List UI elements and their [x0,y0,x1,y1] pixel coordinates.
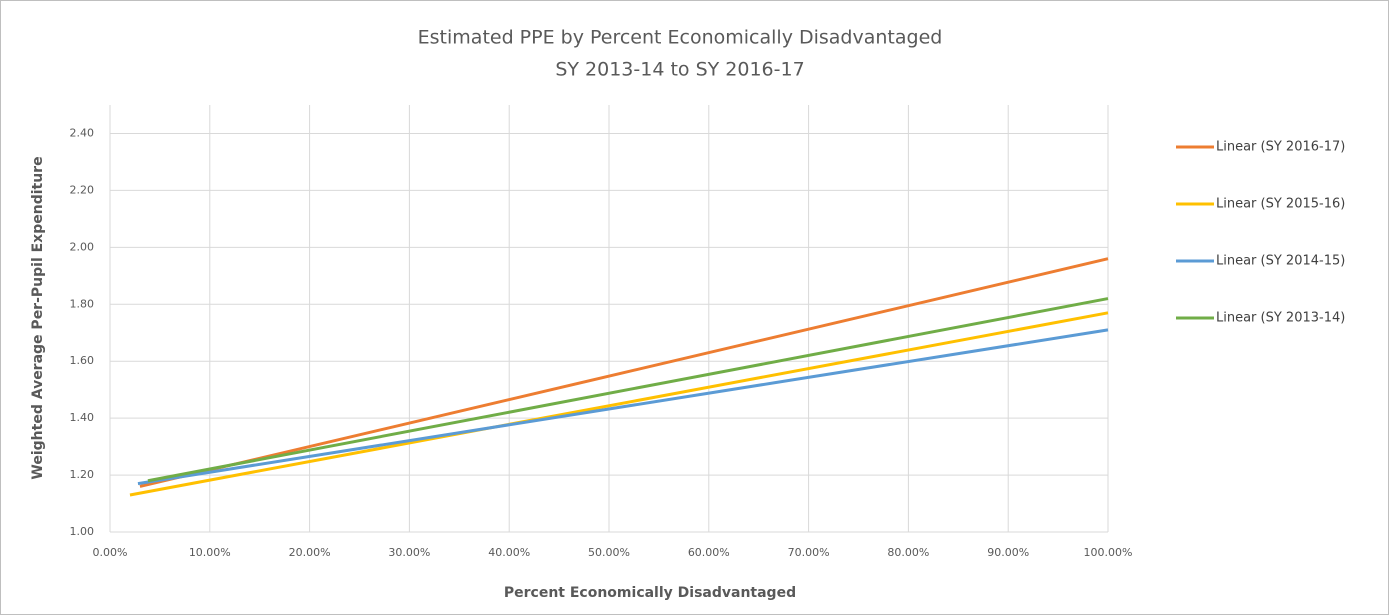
x-tick-label: 70.00% [788,546,830,559]
x-axis-label: Percent Economically Disadvantaged [504,585,796,601]
y-tick-label: 2.20 [70,183,95,196]
x-tick-label: 40.00% [488,546,530,559]
chart-subtitle: SY 2013-14 to SY 2016-17 [555,59,804,81]
y-tick-label: 1.20 [70,468,95,481]
x-tick-label: 30.00% [388,546,430,559]
chart-title: Estimated PPE by Percent Economically Di… [418,27,943,49]
y-tick-label: 1.60 [70,354,95,367]
y-axis-label: Weighted Average Per-Pupil Expenditure [30,156,46,479]
y-tick-label: 2.40 [70,126,95,139]
x-tick-label: 60.00% [688,546,730,559]
series-line [137,328,1109,486]
x-tick-label: 90.00% [987,546,1029,559]
x-tick-label: 50.00% [588,546,630,559]
legend-label: Linear (SY 2014-15) [1216,254,1345,269]
x-tick-label: 0.00% [93,546,128,559]
series-line [139,257,1109,488]
x-tick-label: 20.00% [289,546,331,559]
series-line [147,297,1109,483]
y-tick-label: 1.40 [70,411,95,424]
y-tick-label: 1.00 [70,525,95,538]
legend-label: Linear (SY 2013-14) [1216,311,1345,326]
y-tick-label: 2.00 [70,240,95,253]
y-tick-label: 1.80 [70,297,95,310]
x-tick-label: 80.00% [887,546,929,559]
x-tick-label: 10.00% [189,546,231,559]
x-tick-label: 100.00% [1084,546,1133,559]
legend-label: Linear (SY 2016-17) [1216,140,1345,155]
legend-label: Linear (SY 2015-16) [1216,197,1345,212]
series-line [129,311,1109,497]
